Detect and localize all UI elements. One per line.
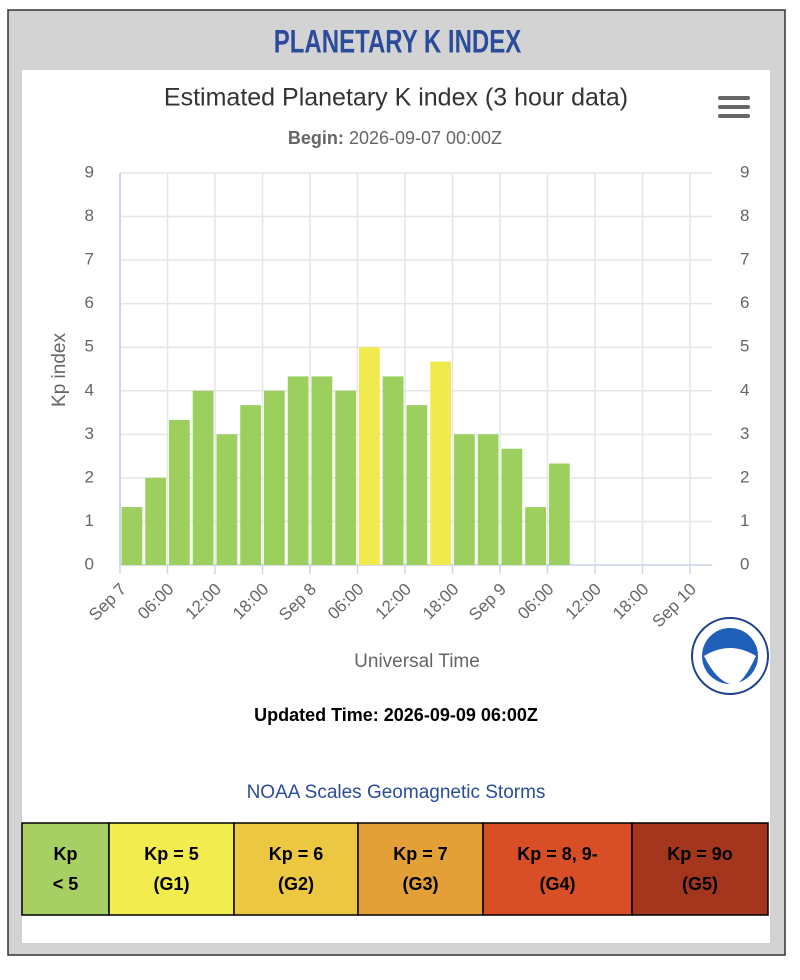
bar — [311, 376, 333, 565]
scale-cell-text: Kp = 6 — [269, 844, 324, 864]
subtitle-label: Begin: — [288, 128, 344, 148]
y-tick-label: 9 — [85, 162, 94, 181]
y-tick-label: 6 — [85, 293, 94, 312]
chart-subtitle: Begin: 2026-09-07 00:00Z — [288, 128, 502, 148]
scale-cell-text: (G3) — [403, 874, 439, 894]
scale-cell-text: Kp — [54, 844, 78, 864]
bar — [216, 434, 238, 565]
y-tick-label: 8 — [85, 206, 94, 225]
y2-tick-label: 3 — [740, 424, 749, 443]
y-axis-title: Kp index — [49, 333, 70, 407]
menu-bar — [718, 105, 750, 109]
scale-cell-bg — [21, 822, 110, 916]
y-tick-label: 3 — [85, 424, 94, 443]
y-tick-label: 4 — [85, 380, 94, 399]
bar — [287, 376, 309, 565]
bar — [240, 405, 261, 565]
scale-cell-bg — [108, 822, 235, 916]
bar — [382, 376, 404, 565]
bar — [335, 390, 356, 565]
scale-cell-text: (G4) — [540, 874, 576, 894]
y-tick-label: 1 — [85, 511, 94, 530]
scale-cell-text: Kp = 8, 9- — [517, 844, 598, 864]
updated-time: Updated Time: 2026-09-09 06:00Z — [254, 705, 538, 725]
menu-bar — [718, 96, 750, 100]
scale-cell-text: (G5) — [682, 874, 718, 894]
bar — [525, 507, 546, 565]
menu-button[interactable] — [718, 96, 750, 118]
subtitle-value: 2026-09-07 00:00Z — [349, 128, 502, 148]
y2-tick-label: 1 — [740, 511, 749, 530]
bar — [145, 477, 166, 565]
scale-cell-text: (G2) — [278, 874, 314, 894]
scale-cell: Kp = 6 (G2) — [233, 822, 359, 916]
y2-tick-label: 4 — [740, 380, 749, 399]
y-tick-label: 2 — [85, 467, 94, 486]
noaa-logo — [691, 617, 769, 695]
scale-cell: Kp = 5 (G1) — [108, 822, 235, 916]
scale-cell-bg — [233, 822, 359, 916]
y2-tick-label: 8 — [740, 206, 749, 225]
bar — [430, 361, 451, 565]
scale-cell-text: Kp = 7 — [393, 844, 448, 864]
scales-link[interactable]: NOAA Scales Geomagnetic Storms — [247, 782, 546, 803]
y2-tick-label: 9 — [740, 162, 749, 181]
scale-cell-text: Kp = 5 — [144, 844, 199, 864]
y2-tick-label: 7 — [740, 250, 749, 269]
bar — [264, 390, 285, 565]
menu-bar — [718, 114, 750, 118]
bar — [501, 448, 523, 565]
scale-cell-bg — [357, 822, 484, 916]
bar — [121, 507, 143, 565]
y-tick-label: 0 — [85, 554, 94, 573]
bar — [454, 434, 475, 565]
bar — [169, 419, 190, 565]
bar — [549, 463, 570, 565]
x-axis-title: Universal Time — [354, 651, 480, 672]
chart-title: Estimated Planetary K index (3 hour data… — [164, 84, 628, 112]
y-tick-label: 5 — [85, 337, 94, 356]
y2-tick-label: 5 — [740, 337, 749, 356]
scale-cell-bg — [482, 822, 633, 916]
scale-cell: Kp < 5 — [21, 822, 110, 916]
bar — [359, 347, 380, 565]
y-tick-label: 7 — [85, 250, 94, 269]
scale-cell: Kp = 7 (G3) — [357, 822, 484, 916]
bar — [192, 390, 214, 565]
y2-tick-label: 0 — [740, 554, 749, 573]
bar — [406, 405, 428, 565]
scale-cell: Kp = 9o (G5) — [631, 822, 769, 916]
bar — [477, 434, 499, 565]
scale-cell-bg — [631, 822, 769, 916]
y2-tick-label: 6 — [740, 293, 749, 312]
scale-cell: Kp = 8, 9- (G4) — [482, 822, 633, 916]
y2-tick-label: 2 — [740, 467, 749, 486]
scale-cell-text: < 5 — [53, 874, 79, 894]
logo-bird — [704, 648, 756, 685]
scale-cell-text: Kp = 9o — [667, 844, 733, 864]
page-title: PLANETARY K INDEX — [274, 23, 522, 59]
scale-cell-text: (G1) — [154, 874, 190, 894]
